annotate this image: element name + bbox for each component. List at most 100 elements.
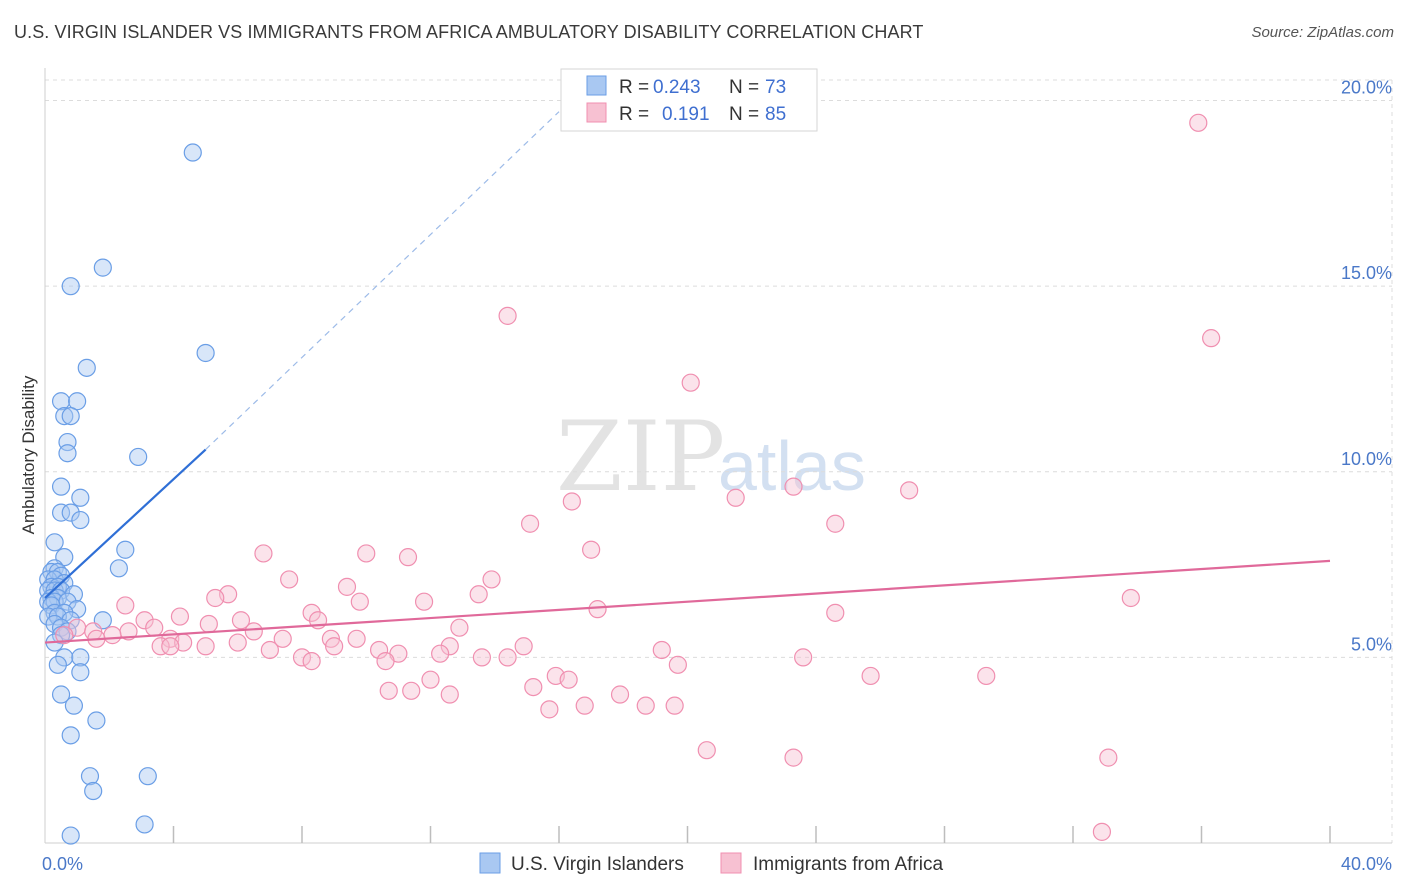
trendline-virgin-islanders-extension: [205, 111, 560, 450]
point-immigrants-africa-49: [514, 637, 533, 656]
point-immigrants-africa-61: [302, 652, 321, 671]
legend-n-label-1: N =: [729, 104, 759, 125]
legend-n-value-1: 85: [765, 104, 786, 125]
point-immigrants-africa-14: [280, 570, 299, 589]
point-immigrants-africa-24: [302, 603, 321, 622]
point-immigrants-africa-27: [170, 607, 190, 626]
point-immigrants-africa-78: [665, 696, 684, 715]
point-immigrants-africa-21: [414, 592, 434, 611]
point-virgin-islanders-11: [129, 447, 148, 467]
point-virgin-islanders-10: [58, 444, 77, 463]
point-immigrants-africa-38: [55, 626, 74, 645]
point-immigrants-africa-75: [540, 700, 559, 719]
y-axis-title: Ambulatory Disability: [19, 375, 38, 534]
point-virgin-islanders-56: [51, 685, 71, 704]
point-immigrants-africa-47: [161, 637, 180, 656]
point-immigrants-africa-0: [1189, 113, 1208, 132]
point-virgin-islanders-7: [55, 406, 74, 426]
point-virgin-islanders-18: [116, 540, 135, 559]
point-immigrants-africa-39: [103, 626, 122, 645]
point-immigrants-africa-64: [668, 655, 687, 674]
series-legend-label-immigrants-africa: Immigrants from Africa: [753, 854, 943, 875]
point-virgin-islanders-57: [64, 696, 84, 715]
trendline-virgin-islanders: [44, 448, 207, 599]
point-virgin-islanders-15: [61, 503, 80, 522]
point-immigrants-africa-17: [469, 585, 488, 604]
point-virgin-islanders-53: [71, 648, 90, 667]
point-immigrants-africa-31: [199, 614, 218, 634]
y-tick-label-0: 5.0%: [1351, 634, 1392, 654]
point-virgin-islanders-52: [55, 648, 74, 667]
point-immigrants-africa-8: [520, 514, 540, 533]
point-immigrants-africa-46: [151, 637, 170, 656]
point-immigrants-africa-7: [900, 481, 919, 500]
point-immigrants-africa-19: [206, 588, 225, 608]
point-immigrants-africa-4: [562, 492, 581, 511]
point-immigrants-africa-1: [498, 306, 517, 325]
point-immigrants-africa-23: [116, 596, 135, 615]
series-legend-swatch-immigrants-africa: [720, 852, 742, 874]
x-tick-label-min: 0.0%: [42, 854, 83, 874]
watermark-zip: ZIP: [556, 401, 725, 513]
legend-r-value-0: 0.243: [653, 77, 701, 98]
legend-n-value-0: 73: [765, 77, 786, 98]
point-immigrants-africa-9: [826, 514, 845, 533]
point-immigrants-africa-63: [794, 648, 813, 667]
point-virgin-islanders-58: [87, 711, 106, 730]
point-immigrants-africa-76: [575, 696, 594, 715]
point-immigrants-africa-37: [450, 618, 469, 637]
legend-swatch-virgin-islanders: [586, 75, 607, 96]
point-immigrants-africa-20: [350, 592, 369, 611]
point-immigrants-africa-54: [260, 640, 279, 660]
point-immigrants-africa-42: [273, 629, 292, 648]
point-immigrants-africa-3: [681, 373, 700, 392]
point-virgin-islanders-17: [45, 533, 64, 552]
point-immigrants-africa-58: [431, 644, 450, 663]
point-immigrants-africa-5: [726, 488, 745, 507]
series-legend: U.S. Virgin Islanders Immigrants from Af…: [479, 852, 943, 875]
point-immigrants-africa-71: [379, 681, 398, 700]
point-virgin-islanders-12: [51, 477, 71, 496]
legend-n-label-0: N =: [729, 77, 759, 98]
legend-swatch-immigrants-africa: [586, 102, 607, 123]
legend: R = 0.243 N = 73 R = 0.191 N = 85: [560, 68, 818, 132]
x-tick-labels: 0.0% 40.0%: [42, 854, 1392, 874]
point-immigrants-africa-62: [376, 652, 395, 671]
point-immigrants-africa-69: [861, 666, 880, 686]
chart-title: U.S. VIRGIN ISLANDER VS IMMIGRANTS FROM …: [14, 22, 924, 42]
point-immigrants-africa-10: [254, 544, 273, 563]
point-virgin-islanders-61: [138, 767, 157, 786]
point-immigrants-africa-12: [398, 548, 418, 567]
point-immigrants-africa-70: [977, 666, 996, 686]
point-immigrants-africa-15: [482, 570, 501, 589]
legend-r-label-1: R =: [619, 104, 649, 125]
point-immigrants-africa-51: [370, 640, 389, 660]
x-ticks: [172, 826, 1331, 843]
legend-r-value-1: 0.191: [662, 104, 710, 125]
point-virgin-islanders-13: [71, 488, 90, 507]
point-immigrants-africa-2: [1202, 329, 1221, 348]
point-virgin-islanders-54: [48, 655, 67, 674]
point-immigrants-africa-30: [135, 611, 154, 630]
point-immigrants-africa-73: [440, 685, 459, 704]
point-immigrants-africa-77: [636, 696, 655, 715]
point-immigrants-africa-56: [652, 640, 671, 660]
point-virgin-islanders-43: [39, 607, 58, 626]
series-legend-label-virgin-islanders: U.S. Virgin Islanders: [511, 854, 684, 875]
point-immigrants-africa-26: [1121, 588, 1140, 608]
point-virgin-islanders-8: [61, 406, 80, 426]
legend-r-label-0: R =: [619, 77, 649, 98]
point-immigrants-africa-25: [826, 603, 845, 622]
trendline-immigrants-africa: [44, 559, 1331, 644]
point-immigrants-africa-13: [582, 540, 601, 559]
point-immigrants-africa-36: [244, 622, 263, 641]
point-virgin-islanders-2: [61, 277, 80, 296]
point-immigrants-africa-82: [1092, 822, 1112, 841]
point-immigrants-africa-60: [498, 648, 517, 667]
point-immigrants-africa-74: [610, 685, 630, 704]
series-immigrants-africa: [55, 113, 1221, 841]
source-credit: Source: ZipAtlas.com: [1251, 24, 1394, 41]
point-virgin-islanders-1: [93, 258, 112, 277]
point-immigrants-africa-80: [784, 748, 803, 767]
point-virgin-islanders-59: [61, 726, 80, 745]
